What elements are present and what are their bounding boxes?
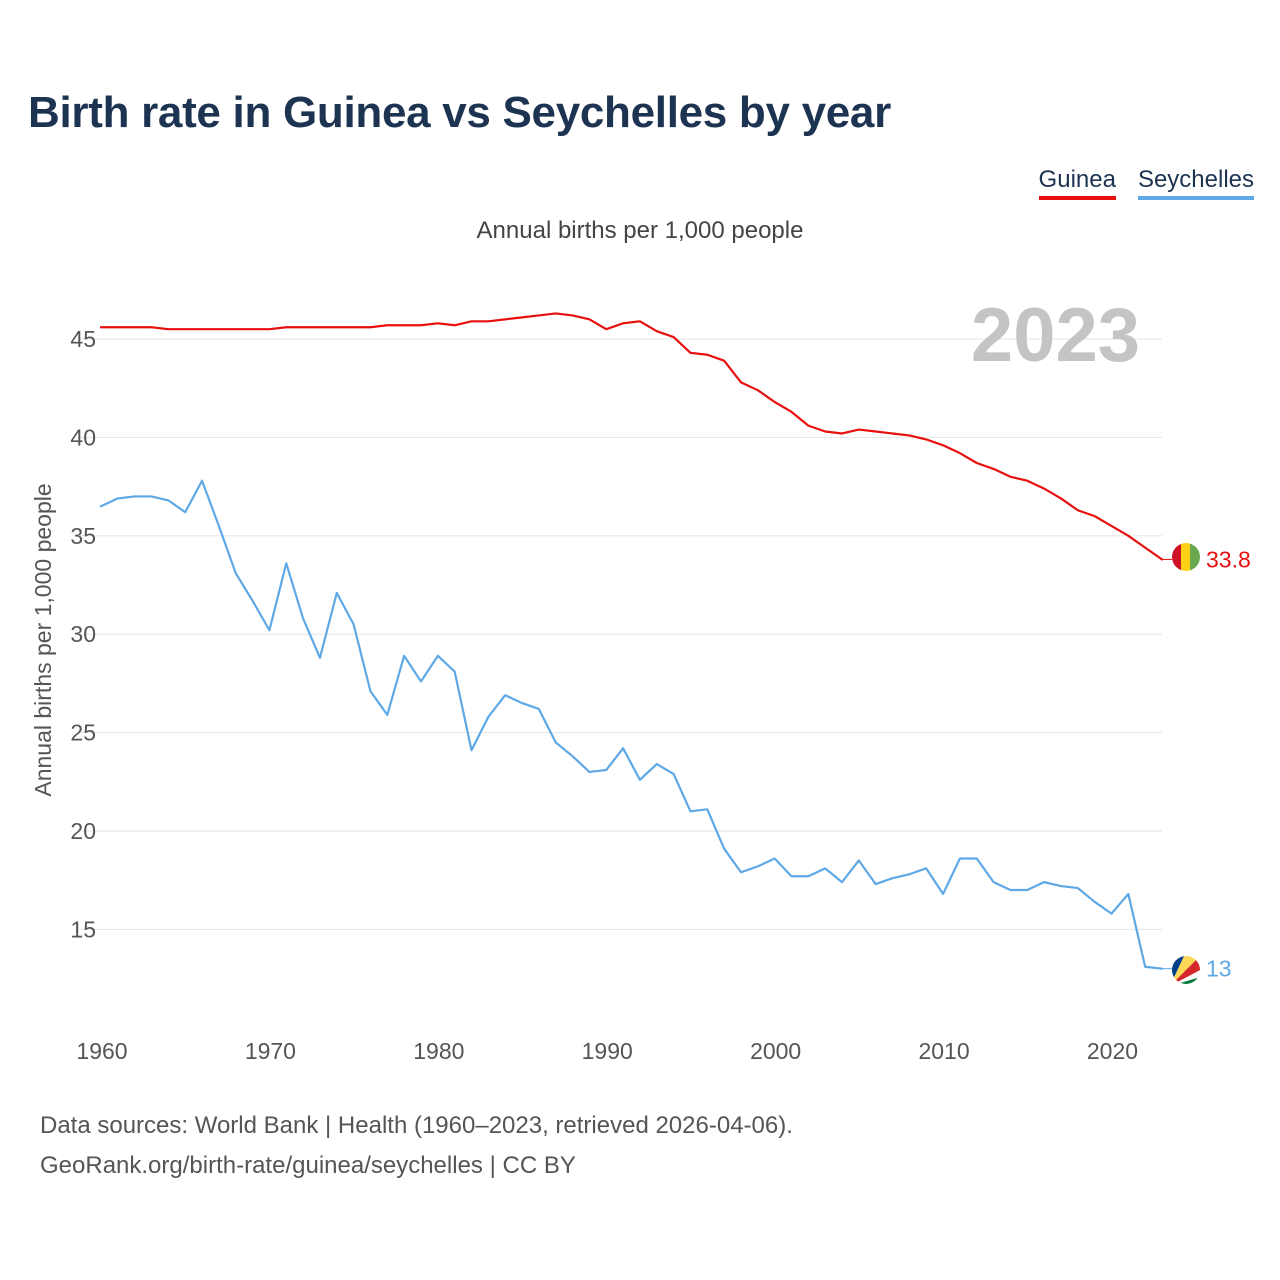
x-tick-label: 2020 bbox=[1087, 1038, 1138, 1064]
x-tick-label: 2010 bbox=[918, 1038, 969, 1064]
x-tick-label: 1990 bbox=[582, 1038, 633, 1064]
chart-subtitle: Annual births per 1,000 people bbox=[476, 217, 804, 244]
series-line-seychelles[interactable] bbox=[99, 479, 1164, 970]
x-tick-label: 2000 bbox=[750, 1038, 801, 1064]
y-tick-label: 40 bbox=[70, 424, 96, 450]
y-tick-label: 15 bbox=[70, 916, 96, 942]
chart-title: Birth rate in Guinea vs Seychelles by ye… bbox=[28, 88, 891, 137]
end-label-guinea: 33.8 bbox=[1206, 546, 1251, 572]
y-axis-label: Annual births per 1,000 people bbox=[30, 483, 56, 796]
legend-item-guinea[interactable]: Guinea bbox=[1038, 166, 1116, 200]
seychelles-flag-icon bbox=[1172, 956, 1200, 984]
y-tick-label: 45 bbox=[70, 326, 96, 352]
y-tick-label: 20 bbox=[70, 818, 96, 844]
x-tick-label: 1980 bbox=[413, 1038, 464, 1064]
year-watermark: 2023 bbox=[971, 293, 1140, 378]
end-label-seychelles: 13 bbox=[1206, 956, 1232, 982]
source-line-1: Data sources: World Bank | Health (1960–… bbox=[40, 1112, 793, 1139]
legend: Guinea Seychelles bbox=[1038, 166, 1254, 200]
source-line-2[interactable]: GeoRank.org/birth-rate/guinea/seychelles… bbox=[40, 1152, 576, 1179]
legend-item-seychelles[interactable]: Seychelles bbox=[1137, 166, 1254, 200]
y-tick-label: 30 bbox=[70, 621, 96, 647]
guinea-flag-icon bbox=[1172, 543, 1200, 571]
x-tick-label: 1970 bbox=[245, 1038, 296, 1064]
x-tick-label: 1960 bbox=[76, 1038, 127, 1064]
source-note: Data sources: World Bank | Health (1960–… bbox=[40, 1106, 793, 1186]
series-line-guinea[interactable] bbox=[99, 312, 1164, 561]
y-tick-label: 25 bbox=[70, 720, 96, 746]
y-tick-label: 35 bbox=[70, 523, 96, 549]
